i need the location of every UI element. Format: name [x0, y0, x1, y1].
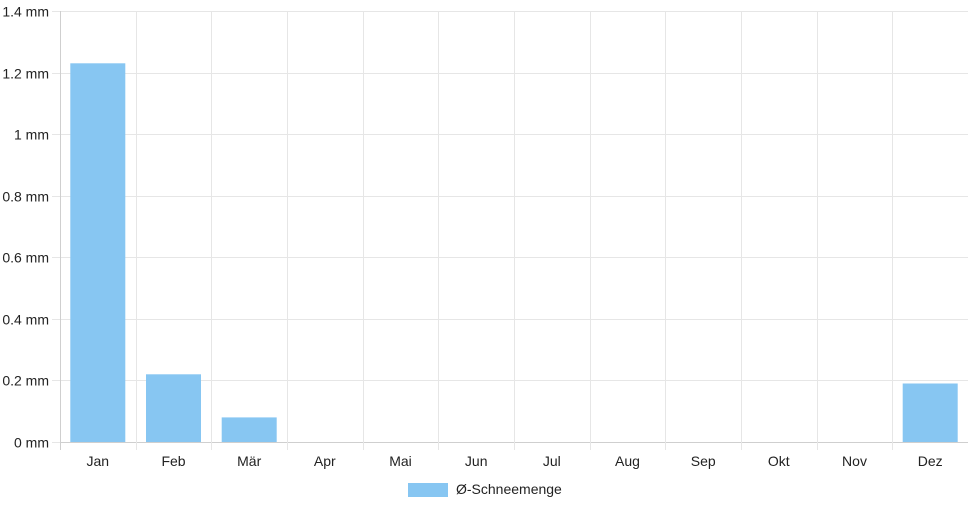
- x-tick-label: Aug: [615, 453, 640, 469]
- y-tick-label: 1.2 mm: [2, 66, 49, 82]
- x-tick-label: Dez: [918, 453, 943, 469]
- x-tick-label: Jan: [87, 453, 110, 469]
- x-tick-label: Mär: [237, 453, 261, 469]
- grid: [52, 11, 968, 450]
- axes: 0 mm 0.2 mm 0.4 mm 0.6 mm 0.8 mm 1 mm 1.2 mm 1.…: [2, 4, 942, 470]
- bars: [70, 63, 958, 443]
- x-tick-label: Feb: [161, 453, 185, 469]
- legend-swatch: [408, 483, 448, 497]
- bar-feb[interactable]: [146, 374, 201, 442]
- x-tick-label: Jun: [465, 453, 488, 469]
- x-tick-label: Apr: [314, 453, 336, 469]
- legend[interactable]: Ø-Schneemenge: [408, 481, 562, 497]
- x-tick-label: Jul: [543, 453, 561, 469]
- y-tick-label: 1.4 mm: [2, 4, 49, 20]
- x-tick-label: Mai: [389, 453, 412, 469]
- bar-mär[interactable]: [221, 417, 277, 442]
- y-tick-label: 0.6 mm: [2, 250, 49, 266]
- legend-label: Ø-Schneemenge: [456, 481, 562, 497]
- y-tick-label: 0.8 mm: [2, 189, 49, 205]
- y-tick-label: 0.2 mm: [2, 373, 49, 389]
- y-tick-label: 0 mm: [14, 435, 49, 451]
- x-tick-label: Sep: [691, 453, 716, 469]
- y-tick-label: 1 mm: [14, 127, 49, 143]
- x-tick-label: Nov: [842, 453, 867, 469]
- bar-jan[interactable]: [70, 63, 126, 443]
- y-tick-label: 0.4 mm: [2, 312, 49, 328]
- bar-dez[interactable]: [902, 383, 958, 443]
- x-tick-label: Okt: [768, 453, 790, 469]
